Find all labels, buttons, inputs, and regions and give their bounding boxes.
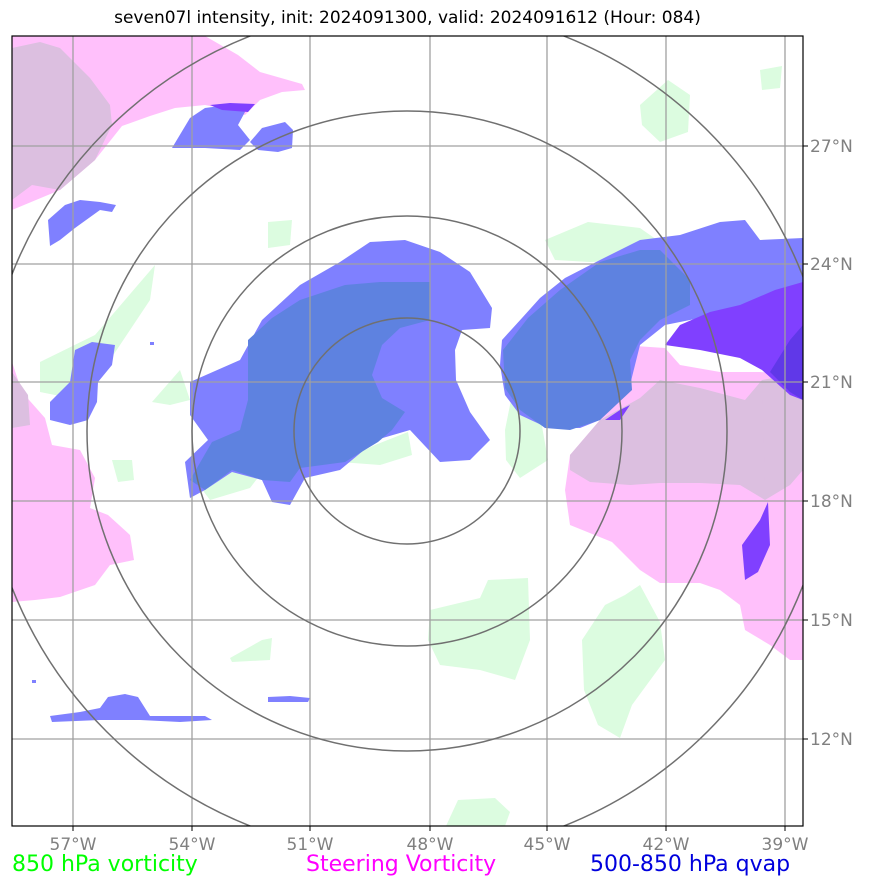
lat-label-15n: 15°N — [810, 611, 853, 631]
lat-label-12n: 12°N — [810, 730, 853, 750]
lat-label-27n: 27°N — [810, 137, 853, 157]
range-rings — [12, 36, 803, 826]
plot-frame — [11, 35, 804, 827]
lon-label-54w: 54°W — [169, 835, 216, 855]
strong-qvap-core — [770, 325, 803, 400]
lat-label-24n: 24°N — [810, 255, 853, 275]
legend-850-vorticity: 850 hPa vorticity — [12, 852, 198, 877]
lon-label-48w: 48°W — [407, 835, 454, 855]
lon-label-57w: 57°W — [50, 835, 97, 855]
legend-steering-vorticity: Steering Vorticity — [306, 852, 497, 877]
graticule — [12, 36, 803, 826]
lon-label-45w: 45°W — [524, 835, 571, 855]
lat-label-21n: 21°N — [810, 373, 853, 393]
lat-label-18n: 18°N — [810, 492, 853, 512]
lon-label-42w: 42°W — [643, 835, 690, 855]
map-title: seven07l intensity, init: 2024091300, va… — [114, 8, 701, 28]
axis-ticks — [72, 145, 808, 831]
lon-label-51w: 51°W — [287, 835, 334, 855]
lon-label-39w: 39°W — [762, 835, 809, 855]
strong-qvap-layer — [210, 103, 803, 580]
legend-qvap: 500-850 hPa qvap — [590, 852, 791, 877]
